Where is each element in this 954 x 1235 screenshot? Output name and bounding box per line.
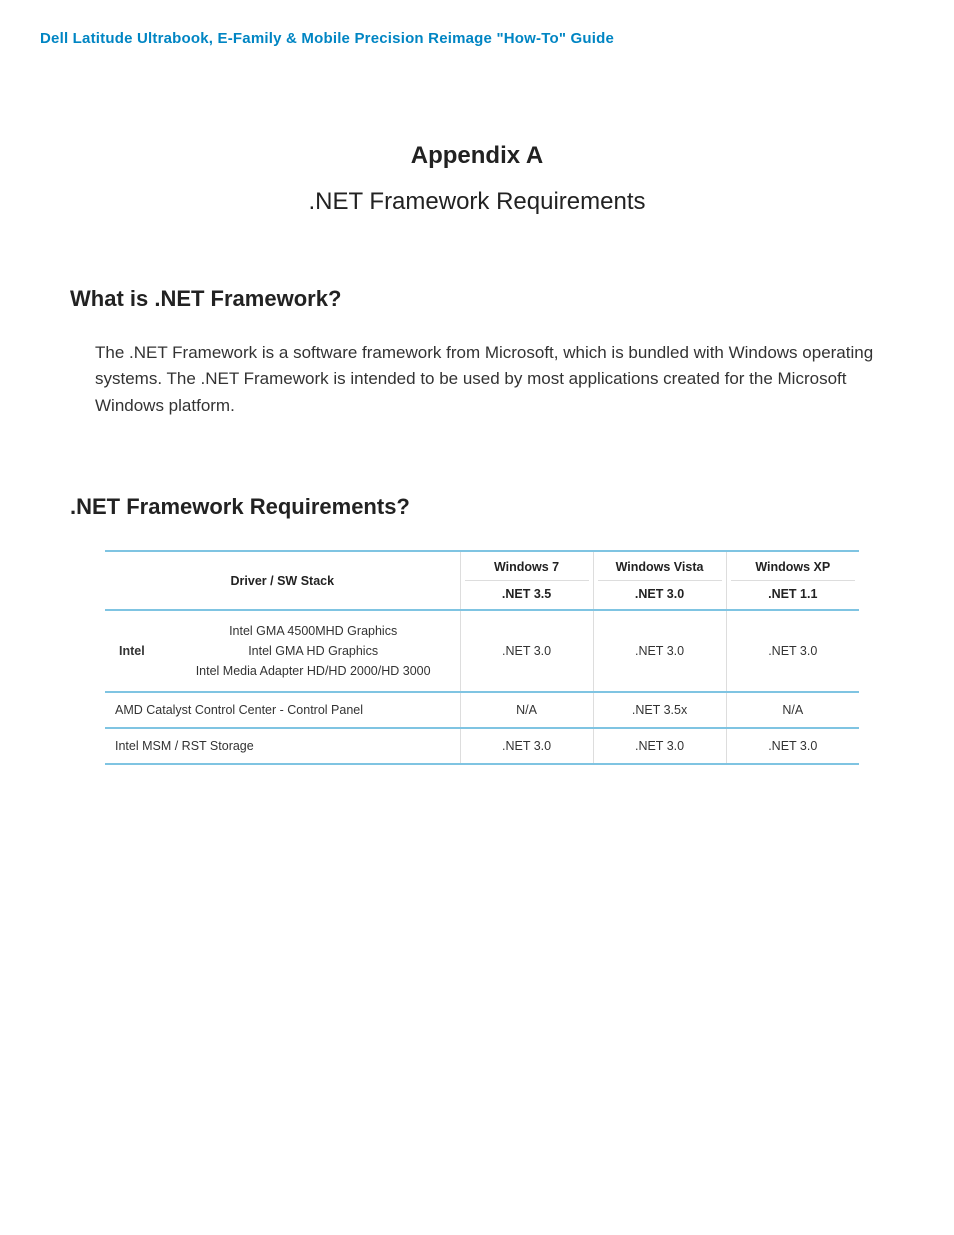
intel-gfx-line-0: Intel GMA 4500MHD Graphics [173,621,454,641]
table-row: Intel MSM / RST Storage .NET 3.0 .NET 3.… [105,728,859,764]
col-vista: Windows Vista .NET 3.0 [593,551,726,610]
cell-r2-c2: .NET 3.0 [593,728,726,764]
cell-driver-amd: AMD Catalyst Control Center - Control Pa… [105,692,460,728]
table-row: AMD Catalyst Control Center - Control Pa… [105,692,859,728]
section-what-is-body: The .NET Framework is a software framewo… [95,340,884,419]
col-driver: Driver / SW Stack [105,551,460,610]
cell-r0-c2: .NET 3.0 [593,610,726,692]
cell-r2-c3: .NET 3.0 [726,728,859,764]
intel-gfx-line-2: Intel Media Adapter HD/HD 2000/HD 3000 [173,661,454,681]
cell-r1-c3: N/A [726,692,859,728]
section-requirements-heading: .NET Framework Requirements? [70,494,914,520]
col-vista-os: Windows Vista [598,560,722,580]
cell-r1-c1: N/A [460,692,593,728]
col-win7: Windows 7 .NET 3.5 [460,551,593,610]
requirements-table-wrap: Driver / SW Stack Windows 7 .NET 3.5 Win… [105,550,859,765]
cell-driver-msm: Intel MSM / RST Storage [105,728,460,764]
appendix-title: Appendix A [40,142,914,170]
cell-r1-c2: .NET 3.5x [593,692,726,728]
col-win7-os: Windows 7 [465,560,589,580]
requirements-table: Driver / SW Stack Windows 7 .NET 3.5 Win… [105,550,859,765]
cell-r2-c1: .NET 3.0 [460,728,593,764]
col-driver-label: Driver / SW Stack [231,574,335,588]
section-what-is-heading: What is .NET Framework? [70,286,914,312]
table-header-row: Driver / SW Stack Windows 7 .NET 3.5 Win… [105,551,859,610]
col-xp-os: Windows XP [731,560,855,580]
appendix-subtitle: .NET Framework Requirements [40,188,914,216]
cell-r0-c1: .NET 3.0 [460,610,593,692]
col-xp: Windows XP .NET 1.1 [726,551,859,610]
cell-driver-intel: Intel Intel GMA 4500MHD Graphics Intel G… [105,610,460,692]
intel-brand-label: Intel [115,644,173,658]
col-win7-net: .NET 3.5 [465,580,589,601]
col-xp-net: .NET 1.1 [731,580,855,601]
intel-gfx-list: Intel GMA 4500MHD Graphics Intel GMA HD … [173,621,454,681]
doc-header-link[interactable]: Dell Latitude Ultrabook, E-Family & Mobi… [40,30,914,47]
table-row: Intel Intel GMA 4500MHD Graphics Intel G… [105,610,859,692]
cell-r0-c3: .NET 3.0 [726,610,859,692]
intel-gfx-line-1: Intel GMA HD Graphics [173,641,454,661]
col-vista-net: .NET 3.0 [598,580,722,601]
